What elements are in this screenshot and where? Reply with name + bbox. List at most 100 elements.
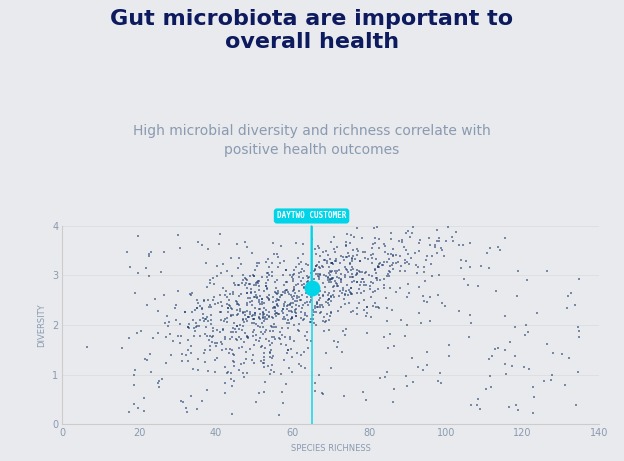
Point [260,287,270,295]
Point [394,238,404,245]
Point [225,302,235,309]
Point [240,274,250,281]
Point [349,278,359,285]
Point [192,304,202,311]
Point [388,252,398,259]
Point [251,336,261,343]
Point [400,332,410,340]
Point [243,333,253,341]
Point [195,302,205,310]
Point [425,293,435,301]
Point [473,395,483,402]
Point [286,307,296,315]
Point [388,245,397,252]
Point [208,333,218,340]
Point [324,271,334,278]
Point [293,280,303,288]
Point [283,288,293,296]
Point [286,315,296,322]
Point [311,262,321,270]
Point [384,268,394,275]
Point [396,263,406,270]
Point [278,306,288,313]
Point [254,278,264,285]
Point [379,281,389,289]
Point [268,272,278,280]
Point [153,329,163,337]
Point [510,352,520,359]
Point [557,350,567,357]
Point [366,279,376,286]
Point [281,266,291,273]
Point [130,366,140,373]
Point [407,378,417,385]
Point [379,258,389,266]
Point [306,318,316,325]
Point [356,235,366,242]
Point [385,331,395,338]
Point [542,341,552,348]
Point [220,379,230,387]
Point [250,304,260,311]
Point [228,328,238,335]
Point [230,352,240,359]
Point [383,344,393,351]
Point [236,344,246,351]
Point [250,309,260,317]
Point [145,350,155,357]
Point [547,377,557,384]
Point [324,267,334,274]
Point [303,261,313,268]
Point [570,301,580,308]
Point [310,266,320,273]
Point [238,317,248,324]
Point [150,296,160,303]
Point [316,272,326,279]
Point [218,260,228,267]
Point [328,275,338,282]
Point [314,264,324,271]
Point [521,321,531,328]
Point [260,344,270,351]
Point [314,264,324,272]
Point [329,283,339,290]
Point [528,384,538,391]
Point [279,356,289,363]
Point [421,256,431,264]
Point [320,283,330,290]
Point [365,283,375,290]
Point [273,296,283,304]
Point [291,281,301,289]
Point [507,362,517,369]
Point [310,302,320,310]
Point [332,343,342,350]
Point [341,266,351,273]
Point [239,319,249,326]
Point [226,254,236,262]
Point [318,303,328,311]
Point [276,242,286,249]
Point [348,307,358,314]
Point [297,305,307,312]
Point [241,301,251,309]
Point [331,282,341,290]
Point [175,244,185,252]
Point [299,284,309,291]
Point [260,318,270,325]
Point [159,291,169,298]
Point [212,354,222,361]
Point [202,313,212,321]
Point [513,268,523,275]
Point [249,315,259,323]
Point [223,369,233,376]
Point [248,315,258,323]
Point [336,270,346,278]
Point [287,273,297,281]
Y-axis label: DIVERSITY: DIVERSITY [37,303,46,347]
Point [373,263,383,271]
Point [277,332,287,339]
Point [226,375,236,383]
Point [353,289,363,296]
Point [259,359,269,366]
Point [291,309,301,317]
